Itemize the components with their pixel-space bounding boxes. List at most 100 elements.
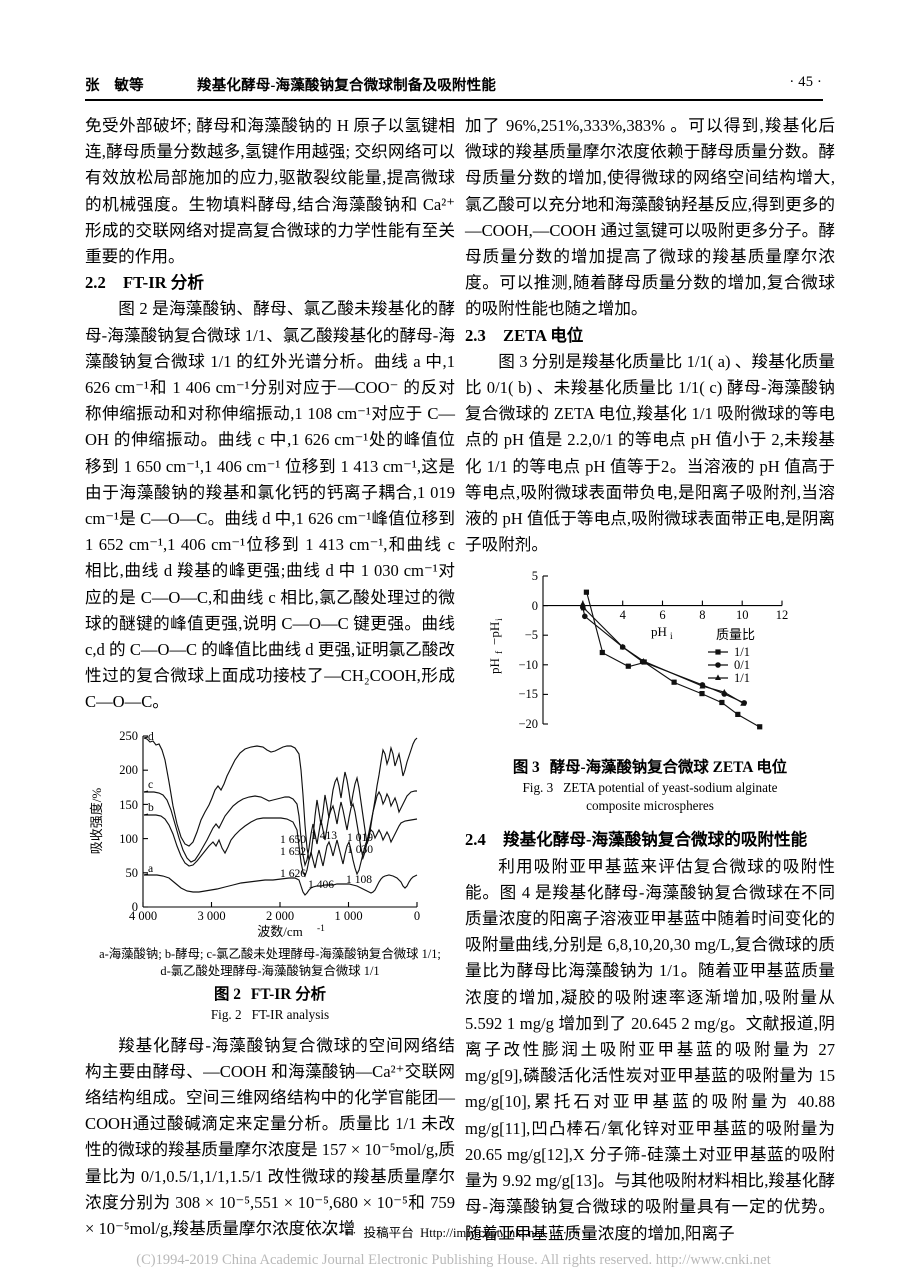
ftir-x-axis-title: 波数/cm: [257, 924, 303, 939]
zeta-y-axis-title-dash: −pH: [487, 622, 502, 645]
ftir-annotation-1019: 1 019: [347, 831, 373, 844]
paragraph-right-2: 图 3 分别是羧基化质量比 1/1( a) 、羧基化质量比 0/1( b) 、未…: [465, 351, 835, 555]
ftir-annotation-1406: 1 406: [308, 878, 334, 891]
section-number-2-3: 2.3: [465, 325, 486, 345]
ftir-x-ticks: 4 000 3 000 2 000 1 000 0: [129, 901, 420, 923]
figure-3-title-en-line2: composite microspheres: [586, 798, 714, 814]
ftir-x-axis-title-exp: -1: [317, 924, 325, 934]
svg-text:100: 100: [119, 832, 138, 846]
svg-text:50: 50: [126, 866, 139, 880]
svg-text:12: 12: [776, 608, 789, 622]
ftir-curve-c: [144, 790, 417, 867]
svg-text:−20: −20: [518, 717, 538, 731]
figure-2: 0 50 100 150 200 250 4 000 3 000 2 00: [85, 720, 455, 1024]
zeta-y-axis-title-sub2: i: [495, 618, 505, 621]
figure-2-label-cn: 图 2: [213, 985, 241, 1003]
ftir-annotation-1413: 1 413: [311, 829, 337, 842]
figure-2-note: a-海藻酸钠; b-酵母; c-氯乙酸未处理酵母-海藻酸钠复合微球 1/1; d…: [85, 946, 455, 980]
ftir-annotations: 1 650 1 652 1 626 1 406 1 413 1 108 1 01…: [280, 829, 373, 891]
ftir-curve-label-c: c: [148, 778, 153, 791]
section-heading-2-3: 2.3 ZETA 电位: [465, 323, 835, 349]
paragraph-left-1: 免受外部破坏; 酵母和海藻酸钠的 H 原子以氢键相连,酵母质量分数越多,氢键作用…: [85, 116, 455, 267]
figure-2-caption-cn: 图 2 FT-IR 分析: [85, 985, 455, 1005]
zeta-legend-label-3: 1/1: [734, 671, 750, 685]
zeta-y-axis-title-sub1: f: [494, 650, 505, 654]
section-number-2-2: 2.2: [85, 273, 106, 293]
paragraph-right-1: 加了 96%,251%,333%,383% 。可以得到,羧基化后微球的羧基质量摩…: [465, 116, 835, 319]
header-rule: [85, 99, 823, 101]
footer: ·+··+· 投稿平台 Http://imiy.cbpt.cnki.net ·+··…: [0, 1222, 907, 1241]
figure-3-caption-cn: 图 3 酵母-海藻酸钠复合微球 ZETA 电位: [465, 758, 835, 778]
figure-2-label-en: Fig. 2: [210, 1006, 242, 1022]
copyright-line: (C)1994-2019 China Academic Journal Elec…: [136, 1252, 771, 1268]
ftir-annotation-1650: 1 650: [280, 833, 306, 846]
ftir-curve-label-a: a: [148, 862, 153, 875]
running-head-title: 羧基化酵母-海藻酸钠复合微球制备及吸附性能: [197, 78, 497, 94]
paragraph-right-3: 利用吸附亚甲基蓝来评估复合微球的吸附性能。图 4 是羧基化酵母-海藻酸钠复合微球…: [465, 856, 835, 1243]
svg-text:200: 200: [119, 763, 138, 777]
ftir-annotation-1626: 1 626: [280, 867, 306, 880]
paragraph-left-2: 图 2 是海藻酸钠、酵母、氯乙酸未羧基化的酵母-海藻酸钠复合微球 1/1、氯乙酸…: [85, 299, 455, 712]
footer-url[interactable]: Http://imiy.cbpt.cnki.net: [420, 1226, 544, 1240]
section-number-2-4: 2.4: [465, 830, 486, 850]
svg-text:4 000: 4 000: [129, 909, 157, 923]
svg-text:−10: −10: [518, 658, 538, 672]
page-number: · 45 ·: [789, 74, 822, 90]
ftir-y-ticks: 0 50 100 150 200 250: [119, 729, 148, 914]
running-head: 张 敏等 羧基化酵母-海藻酸钠复合微球制备及吸附性能 · 45 ·: [85, 74, 825, 100]
figure-2-title-en: FT-IR analysis: [251, 1006, 330, 1022]
figure-2-note-line-1: a-海藻酸钠; b-酵母; c-氯乙酸未处理酵母-海藻酸钠复合微球 1/1;: [99, 946, 441, 961]
zeta-legend: 质量比 1/1 0/1 1/1: [708, 627, 755, 685]
figure-3-title-en: ZETA potential of yeast-sodium alginate: [563, 780, 778, 796]
svg-text:0: 0: [532, 599, 538, 613]
svg-text:0: 0: [414, 909, 420, 923]
svg-text:5: 5: [532, 569, 538, 583]
zeta-x-ticks: 4 6 8 10 12: [582, 601, 789, 622]
ftir-axes: [142, 735, 417, 908]
ftir-curve-label-b: b: [148, 801, 154, 814]
zeta-x-axis-title-sub: i: [670, 632, 673, 642]
zeta-legend-label-1: 1/1: [734, 645, 750, 659]
svg-text:4: 4: [620, 608, 627, 622]
zeta-y-axis-title: pH: [487, 659, 502, 675]
paragraph-left-3: 羧基化酵母-海藻酸钠复合微球的空间网络结构主要由酵母、—COOH 和海藻酸钠—C…: [85, 1035, 455, 1239]
zeta-chart: 5 0 −5 −10 −15 −20 4 6 8: [487, 569, 789, 731]
figure-3-caption-en: Fig. 3 ZETA potential of yeast-sodium alg…: [465, 779, 835, 815]
svg-text:8: 8: [699, 608, 705, 622]
zeta-legend-label-2: 0/1: [734, 658, 750, 672]
section-title-2-2: FT-IR 分析: [123, 273, 204, 293]
figure-3: 5 0 −5 −10 −15 −20 4 6 8: [465, 566, 835, 815]
footer-label: 投稿平台: [363, 1226, 414, 1240]
section-heading-2-2: 2.2 FT-IR 分析: [85, 270, 455, 296]
ftir-curve-a: [144, 874, 418, 896]
ftir-curve-d: [143, 737, 418, 860]
figure-2-title-cn: FT-IR 分析: [250, 985, 327, 1003]
zeta-markers-series-3: [579, 601, 747, 707]
section-heading-2-4: 2.4 羧基化酵母-海藻酸钠复合微球的吸附性能: [465, 827, 835, 853]
figure-3-title-cn: 酵母-海藻酸钠复合微球 ZETA 电位: [549, 759, 788, 777]
svg-text:2 000: 2 000: [266, 909, 294, 923]
svg-text:−5: −5: [525, 628, 538, 642]
ftir-y-axis-title: 吸收强度/%: [89, 787, 104, 854]
svg-text:150: 150: [119, 798, 138, 812]
ftir-annotation-1652: 1 652: [280, 845, 306, 858]
svg-text:250: 250: [119, 729, 138, 743]
section-title-2-4: 羧基化酵母-海藻酸钠复合微球的吸附性能: [503, 830, 808, 850]
ftir-curve-b: [144, 814, 418, 878]
svg-text:6: 6: [659, 608, 665, 622]
svg-text:10: 10: [736, 608, 749, 622]
figure-2-caption-en: Fig. 2 FT-IR analysis: [85, 1006, 455, 1024]
ftir-curve-label-d: d: [148, 730, 154, 743]
svg-text:0: 0: [132, 900, 138, 914]
section-title-2-3: ZETA 电位: [503, 325, 584, 345]
svg-text:1 000: 1 000: [334, 909, 362, 923]
figure-3-label-en: Fig. 3: [522, 780, 554, 796]
zeta-axis-titles: pH i pH f −pH i: [487, 618, 673, 674]
zeta-y-ticks: 5 0 −5 −10 −15 −20: [518, 569, 548, 731]
svg-text:−15: −15: [518, 687, 538, 701]
footer-dots-left: ·+··+·: [320, 1226, 358, 1240]
zeta-x-axis-title: pH: [651, 624, 667, 639]
svg-text:3 000: 3 000: [197, 909, 225, 923]
ftir-annotation-1030: 1 030: [347, 843, 373, 856]
